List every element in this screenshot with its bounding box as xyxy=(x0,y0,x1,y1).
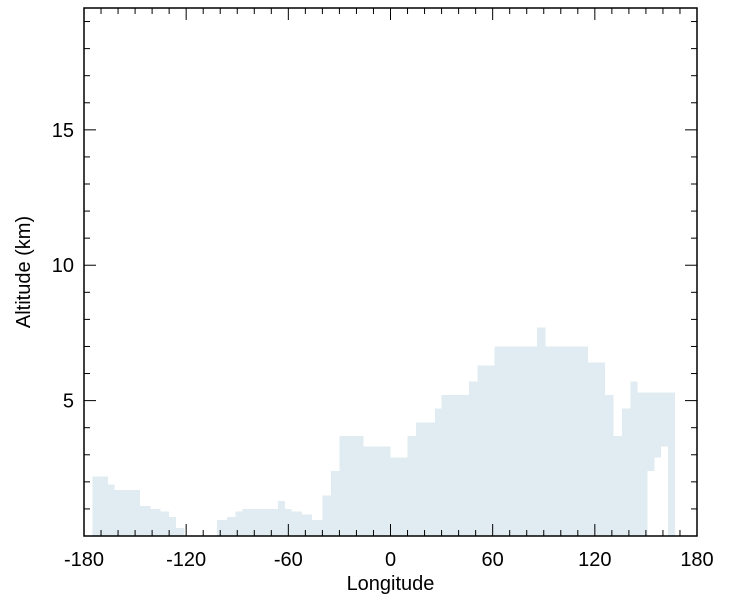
y-tick-label: 10 xyxy=(52,255,74,277)
altitude-bar xyxy=(407,435,417,536)
altitude-bar xyxy=(291,511,302,536)
altitude-bar xyxy=(301,514,313,536)
x-tick-label: 180 xyxy=(680,549,713,571)
altitude-bar xyxy=(588,362,606,536)
altitude-bar xyxy=(284,508,292,536)
altitude-bar xyxy=(330,471,340,536)
altitude-bar xyxy=(545,346,589,536)
altitude-bar xyxy=(175,527,185,536)
altitude-bar xyxy=(227,517,236,536)
tick-label-layer: -180 -120 -60 0 60 120 180 5 10 15 xyxy=(52,120,714,571)
tick-layer xyxy=(83,8,698,536)
altitude-bar xyxy=(312,519,323,536)
x-tick-label: 60 xyxy=(482,549,504,571)
x-tick-label: -60 xyxy=(274,549,303,571)
altitude-bar xyxy=(150,508,161,536)
altitude-bar xyxy=(536,327,546,536)
altitude-fill-layer xyxy=(92,327,675,536)
x-tick-label: -180 xyxy=(64,549,104,571)
altitude-bar xyxy=(613,435,623,536)
altitude-bar xyxy=(92,476,108,536)
altitude-bar xyxy=(441,395,469,536)
altitude-bar xyxy=(114,489,141,536)
x-tick-label: 120 xyxy=(578,549,611,571)
altitude-bar xyxy=(339,435,364,536)
altitude-bar xyxy=(494,346,537,536)
altitude-bar xyxy=(416,422,435,536)
y-axis-label: Altitude (km) xyxy=(13,216,35,328)
altitude-bar xyxy=(322,495,331,536)
altitude-bar xyxy=(235,511,243,536)
altitude-bar xyxy=(216,519,228,536)
altitude-bar xyxy=(160,511,170,536)
altitude-bar xyxy=(363,446,391,536)
x-tick-label: -120 xyxy=(166,549,206,571)
altitude-bar xyxy=(637,392,648,536)
altitude-bar xyxy=(630,381,638,536)
altitude-bar xyxy=(605,395,614,536)
altitude-bar xyxy=(434,408,442,536)
altitude-bar xyxy=(622,408,631,536)
y-tick-label: 5 xyxy=(63,391,74,413)
altitude-bar xyxy=(278,500,285,536)
y-tick-label: 15 xyxy=(52,120,74,142)
altitude-bar xyxy=(477,365,495,536)
altitude-bar xyxy=(140,506,151,536)
x-axis-label: Longitude xyxy=(347,573,435,595)
x-tick-label: 0 xyxy=(385,549,396,571)
fill-notch-cutout xyxy=(647,446,669,536)
altitude-bar xyxy=(169,517,176,536)
altitude-bar xyxy=(468,381,478,536)
altitude-bar xyxy=(242,508,279,536)
altitude-bar xyxy=(107,484,115,536)
altitude-bar xyxy=(390,457,408,536)
